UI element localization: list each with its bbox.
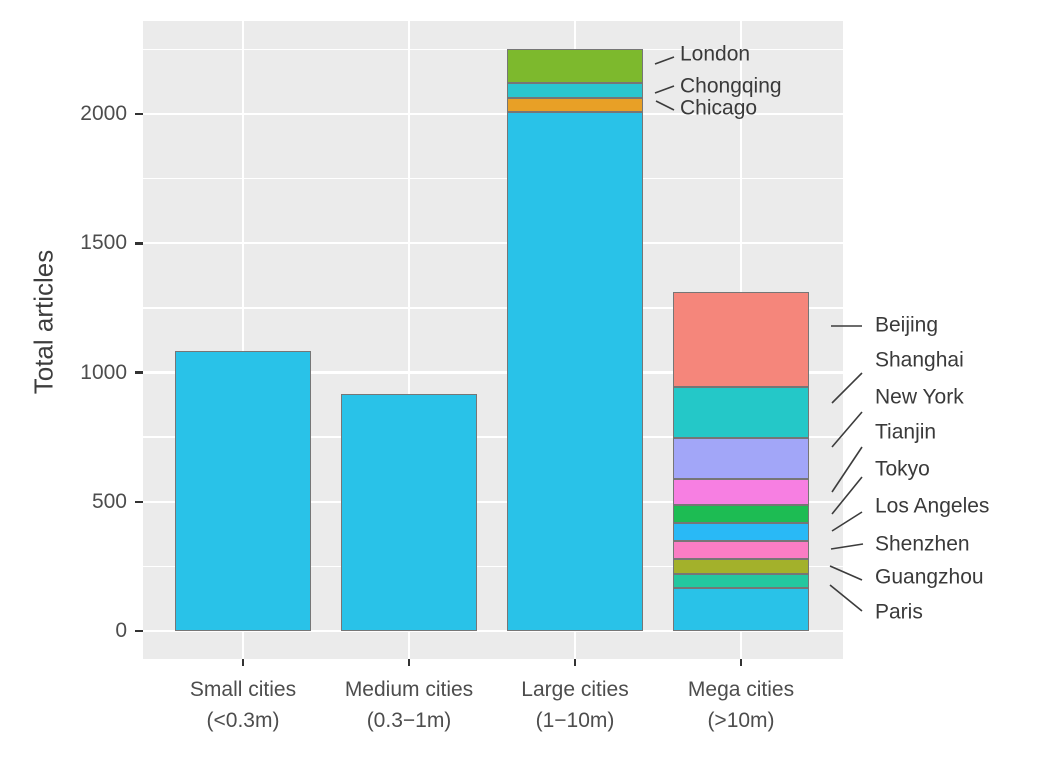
y-tick-label-2000: 2000	[80, 102, 127, 125]
segment-large-cities-chicago	[507, 97, 643, 112]
gridline-major-y-1500	[143, 242, 843, 245]
segment-mega-cities-shenzhen	[673, 540, 809, 559]
x-tick-label-mega-cities: Mega cities (>10m)	[688, 674, 794, 736]
plot-panel	[143, 21, 843, 659]
segment-mega-cities-new-york	[673, 437, 809, 479]
x-tick-mark-large-cities	[573, 659, 577, 666]
x-tick-label-line2: (0.3−1m)	[366, 709, 452, 732]
segment-medium-cities-other	[341, 393, 477, 631]
y-tick-label-500: 500	[91, 489, 127, 513]
annotation-label-paris: Paris	[875, 600, 923, 624]
annotation-label-shenzhen: Shenzhen	[875, 532, 970, 556]
x-tick-label-line2: (>10m)	[707, 709, 775, 732]
annotation-label-shanghai: Shanghai	[875, 348, 964, 372]
x-tick-mark-mega-cities	[739, 659, 743, 666]
y-tick-mark-1000	[135, 371, 143, 374]
annotation-label-london: London	[680, 42, 751, 66]
y-tick-mark-2000	[135, 112, 143, 116]
x-tick-label-line2: (<0.3m)	[206, 709, 280, 732]
gridline-minor-y-1750	[143, 177, 843, 180]
x-tick-label-large-cities: Large cities (1−10m)	[521, 674, 628, 736]
gridline-major-y-2000	[143, 112, 843, 116]
segment-mega-cities-tianjin	[673, 478, 809, 505]
segment-mega-cities-los-angeles	[673, 522, 809, 541]
y-tick-label-1000: 1000	[80, 360, 127, 384]
x-tick-label-line1: Medium cities	[344, 678, 474, 701]
y-tick-mark-500	[135, 500, 143, 503]
segment-mega-cities-shanghai	[673, 387, 809, 438]
y-tick-mark-0	[135, 629, 143, 633]
x-tick-mark-small-cities	[241, 659, 245, 666]
x-tick-label-line1: Large cities	[521, 678, 629, 701]
annotation-label-chongqing: Chongqing	[680, 74, 782, 98]
segment-mega-cities-paris	[673, 573, 809, 588]
annotation-label-guangzhou: Guangzhou	[875, 565, 984, 589]
gridline-major-y-1000	[143, 371, 843, 374]
x-tick-mark-medium-cities	[407, 659, 411, 666]
annotation-label-los-angeles: Los Angeles	[875, 494, 990, 518]
x-tick-label-line1: Mega cities	[687, 678, 795, 701]
annotation-label-tokyo: Tokyo	[875, 457, 930, 481]
gridline-minor-y-250	[143, 565, 843, 568]
gridline-minor-y-750	[143, 436, 843, 438]
annotation-label-beijing: Beijing	[875, 313, 939, 337]
y-tick-mark-1500	[135, 242, 143, 245]
annotation-label-chicago: Chicago	[680, 96, 758, 120]
gridline-major-y-500	[143, 500, 843, 503]
annotation-label-tianjin: Tianjin	[875, 420, 937, 444]
y-tick-label-0: 0	[115, 619, 127, 642]
y-tick-label-1500: 1500	[80, 231, 127, 255]
x-tick-label-line1: Small cities	[189, 678, 297, 701]
gridline-minor-y-1250	[143, 307, 843, 309]
segment-mega-cities-other	[673, 587, 809, 631]
x-tick-label-line2: (1−10m)	[535, 709, 615, 732]
gridline-major-x-small-cities	[241, 21, 245, 659]
segment-mega-cities-tokyo	[673, 504, 809, 523]
segment-large-cities-other	[507, 111, 643, 631]
segment-large-cities-london	[507, 49, 643, 83]
segment-mega-cities-beijing	[673, 292, 809, 388]
gridline-major-y-0	[143, 629, 843, 633]
x-tick-label-small-cities: Small cities (<0.3m)	[190, 674, 296, 736]
x-tick-label-medium-cities: Medium cities (0.3−1m)	[345, 674, 473, 736]
gridline-major-x-medium-cities	[407, 21, 411, 659]
annotation-label-new-york: New York	[875, 385, 964, 409]
segment-large-cities-chongqing	[507, 82, 643, 98]
segment-mega-cities-guangzhou	[673, 558, 809, 574]
gridline-minor-y-2250	[143, 48, 843, 51]
segment-small-cities-other	[175, 351, 311, 631]
